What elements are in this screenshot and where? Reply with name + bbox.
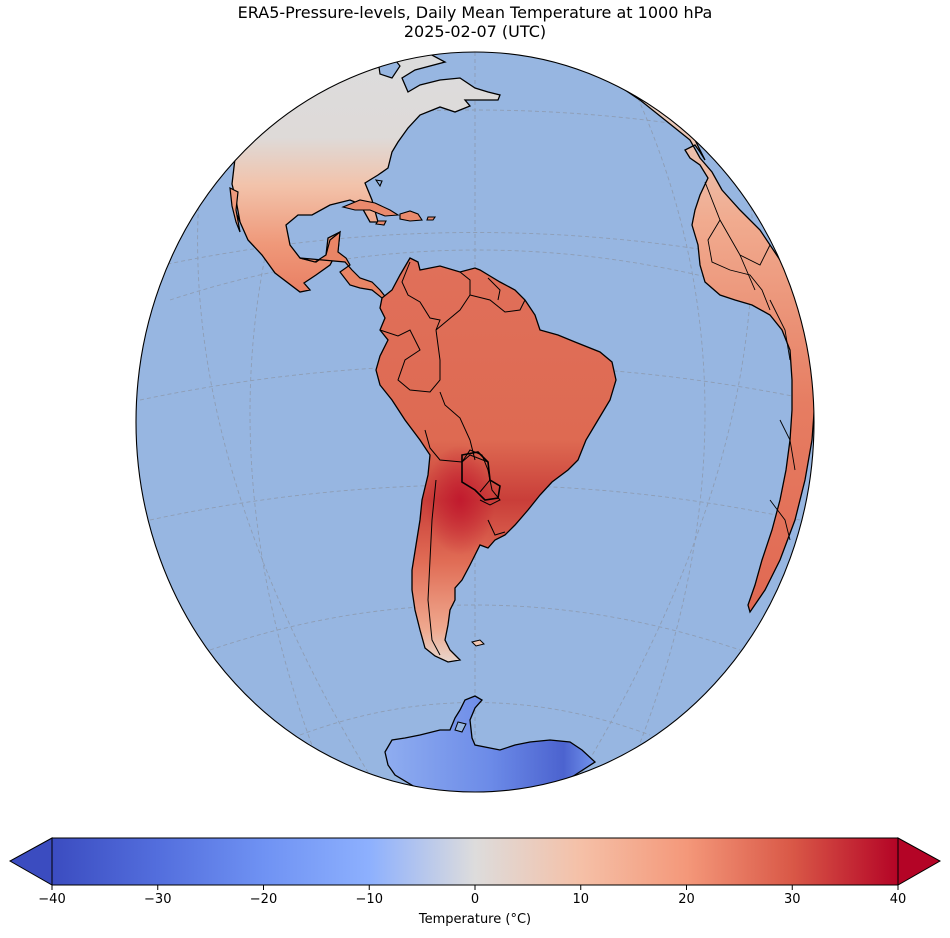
colorbar-axis-label: Temperature (°C) <box>418 912 532 927</box>
hotspot-paraguay <box>425 445 495 555</box>
colorbar-tick-label: −10 <box>355 892 383 907</box>
colorbar-tick-label: 30 <box>783 892 801 907</box>
colorbar-tick-label: −20 <box>249 892 278 907</box>
colorbar-extend-high <box>897 837 942 886</box>
colorbar-extend-low <box>8 837 53 886</box>
colorbar-tick-label: −40 <box>38 892 66 907</box>
chart-title: ERA5-Pressure-levels, Daily Mean Tempera… <box>237 3 713 22</box>
colorbar-ticks <box>51 885 899 890</box>
colorbar-gradient <box>51 837 899 886</box>
colorbar <box>8 837 942 890</box>
colorbar-tick-label: 20 <box>678 892 695 907</box>
globe-outline <box>135 51 815 793</box>
colorbar-tick-label: 0 <box>470 892 480 907</box>
country-borders <box>379 261 526 656</box>
africa-borders <box>704 181 796 541</box>
colorbar-tick-label: 40 <box>889 892 907 907</box>
colorbar-tick-label: 10 <box>572 892 590 907</box>
central-america <box>299 230 390 302</box>
caribbean-islands <box>341 179 437 226</box>
antarctica <box>384 695 597 792</box>
chart-subtitle-date: 2025-02-07 (UTC) <box>403 22 547 41</box>
colorbar-tick-label: −30 <box>144 892 172 907</box>
